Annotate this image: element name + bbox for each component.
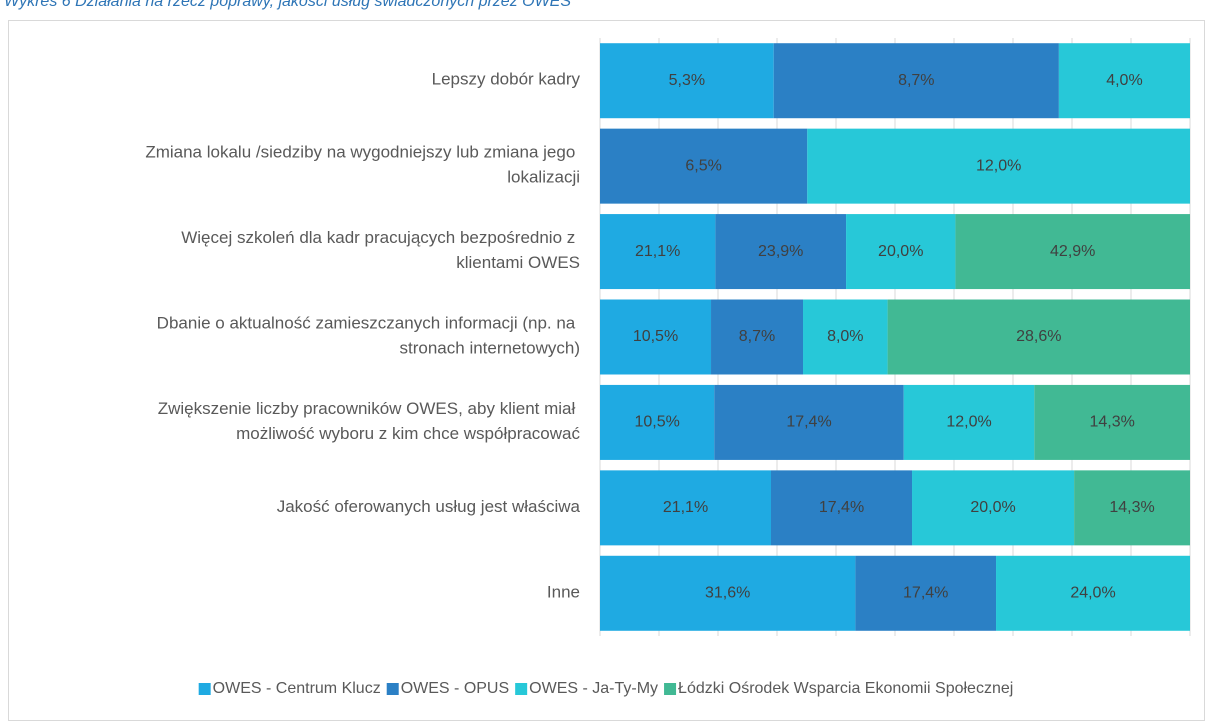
data-label: 5,3% (669, 72, 705, 89)
data-label: 14,3% (1109, 499, 1154, 516)
bar-segment (600, 470, 772, 546)
bar-segment (600, 555, 856, 631)
bar-segment (600, 299, 712, 375)
data-label: 17,4% (819, 499, 864, 516)
category-line: lokalizacji (507, 168, 580, 187)
bar-segment (887, 299, 1190, 375)
category-label: Więcej szkoleń dla kadr pracujących bezp… (181, 229, 580, 273)
data-label: 10,5% (634, 414, 679, 431)
bar-segment (855, 555, 997, 631)
category-line: klientami OWES (456, 254, 580, 273)
data-label: 42,9% (1050, 243, 1095, 260)
data-label: 21,1% (663, 499, 708, 516)
data-label: 12,0% (976, 157, 1021, 174)
legend-label: OWES - OPUS (401, 680, 509, 697)
category-line: Zwiększenie liczby pracowników OWES, aby… (158, 399, 580, 418)
data-label: 28,6% (1016, 328, 1061, 345)
category-label: Inne (547, 583, 580, 602)
data-label: 31,6% (705, 585, 750, 602)
data-label: 8,7% (739, 328, 775, 345)
data-label: 23,9% (758, 243, 803, 260)
data-label: 4,0% (1106, 72, 1142, 89)
category-label: Zmiana lokalu /siedziby na wygodniejszy … (145, 143, 580, 187)
data-label: 12,0% (946, 414, 991, 431)
bar-segment (996, 555, 1190, 631)
data-label: 17,4% (903, 585, 948, 602)
bar-segment (600, 128, 808, 204)
category-line: Zmiana lokalu /siedziby na wygodniejszy … (145, 143, 580, 162)
category-label: Zwiększenie liczby pracowników OWES, aby… (158, 399, 581, 443)
bar-segment (600, 43, 774, 119)
bar-segment (912, 470, 1075, 546)
category-label: Jakość oferowanych usług jest właściwa (277, 497, 581, 516)
legend-label: Łódzki Ośrodek Wsparcia Ekonomii Społecz… (678, 680, 1013, 697)
category-line: Lepszy dobór kadry (432, 70, 581, 89)
bar-segment (711, 299, 804, 375)
bar-segment (600, 214, 716, 290)
data-label: 8,7% (898, 72, 934, 89)
legend-label: OWES - Ja-Ty-My (529, 680, 658, 697)
data-label: 20,0% (970, 499, 1015, 516)
category-line: Więcej szkoleń dla kadr pracujących bezp… (181, 229, 580, 248)
data-label: 17,4% (786, 414, 831, 431)
legend-swatch (386, 683, 399, 695)
legend-swatch (198, 683, 211, 695)
bar-segment (714, 384, 904, 460)
bar-segment (807, 128, 1190, 204)
bar-segment (803, 299, 888, 375)
bar-segment (903, 384, 1035, 460)
bar-segment (1034, 384, 1190, 460)
data-label: 6,5% (685, 157, 721, 174)
bar-segment (955, 214, 1190, 290)
data-label: 14,3% (1089, 414, 1134, 431)
category-line: Inne (547, 583, 580, 602)
legend-swatch (515, 683, 528, 695)
bar-segment (771, 470, 913, 546)
chart-title: Wykres 6 Działania na rzecz poprawy, jak… (4, 0, 571, 10)
data-label: 20,0% (878, 243, 923, 260)
category-line: stronach internetowych) (400, 339, 580, 358)
bar-segment (715, 214, 847, 290)
category-line: Dbanie o aktualność zamieszczanych infor… (157, 314, 580, 333)
category-line: możliwość wyboru z kim chce współpracowa… (236, 424, 580, 443)
data-label: 21,1% (635, 243, 680, 260)
bar-segment (1074, 470, 1190, 546)
data-label: 24,0% (1070, 585, 1115, 602)
bar-segment (1058, 43, 1190, 119)
data-label: 8,0% (827, 328, 863, 345)
category-line: Jakość oferowanych usług jest właściwa (277, 497, 581, 516)
bar-segment (773, 43, 1059, 119)
bar-segment (846, 214, 956, 290)
data-label: 10,5% (633, 328, 678, 345)
category-label: Lepszy dobór kadry (432, 70, 581, 89)
category-label: Dbanie o aktualność zamieszczanych infor… (157, 314, 580, 358)
legend-swatch (664, 683, 677, 695)
legend-label: OWES - Centrum Klucz (213, 680, 381, 697)
bar-segment (600, 384, 715, 460)
